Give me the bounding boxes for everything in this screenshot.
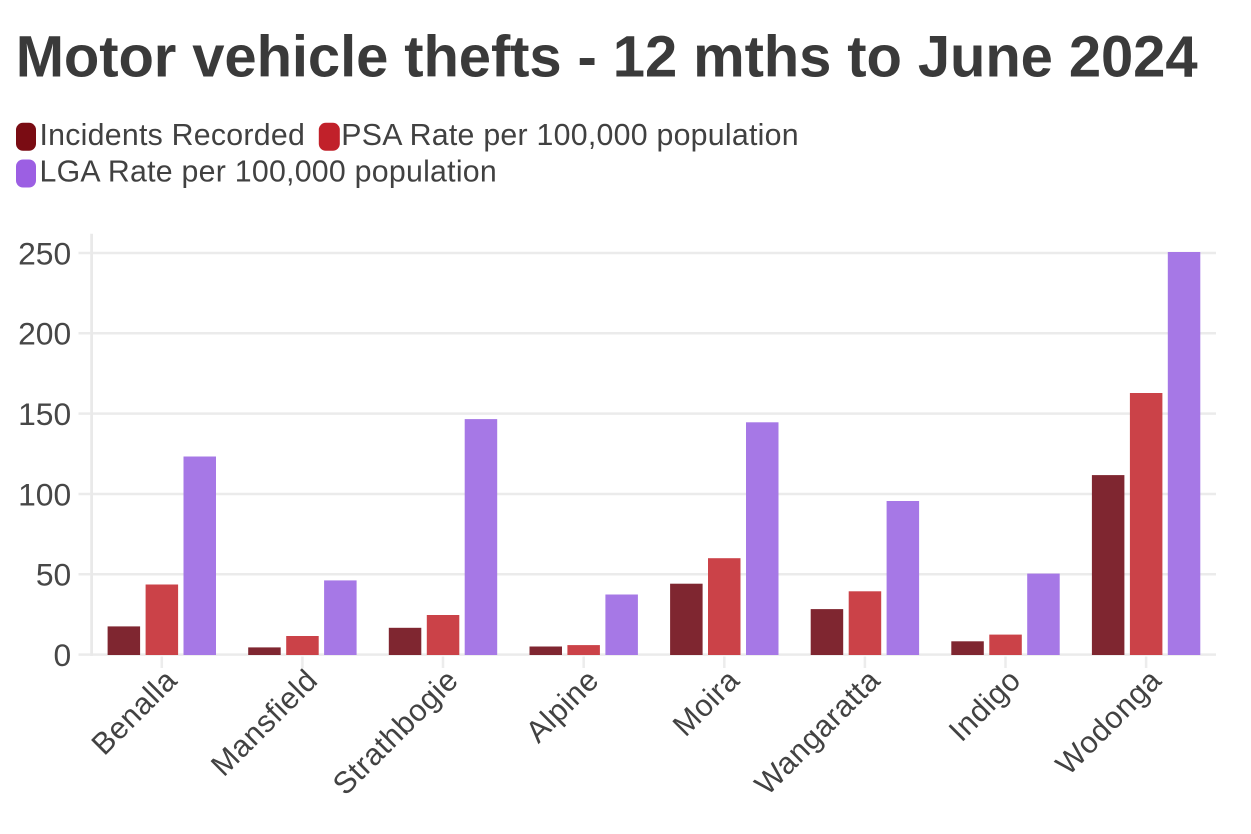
svg-text:Indigo: Indigo — [942, 663, 1027, 748]
svg-text:100: 100 — [18, 476, 71, 512]
svg-text:Wodonga: Wodonga — [1049, 663, 1168, 782]
svg-text:50: 50 — [36, 557, 71, 593]
svg-text:Wangaratta: Wangaratta — [748, 663, 887, 802]
svg-text:0: 0 — [54, 637, 72, 673]
svg-text:Mansfield: Mansfield — [205, 663, 325, 783]
svg-text:LGA Rate per 100,000 populatio: LGA Rate per 100,000 population — [40, 155, 498, 188]
svg-text:PSA Rate per 100,000 populatio: PSA Rate per 100,000 population — [341, 119, 799, 152]
svg-text:Alpine: Alpine — [519, 663, 605, 749]
svg-text:Motor vehicle thefts - 12 mths: Motor vehicle thefts - 12 mths to June 2… — [16, 25, 1198, 90]
svg-text:Moira: Moira — [666, 663, 746, 743]
svg-text:Benalla: Benalla — [85, 663, 184, 762]
svg-text:250: 250 — [18, 235, 71, 271]
svg-text:200: 200 — [18, 316, 71, 352]
svg-text:Strathbogie: Strathbogie — [326, 663, 465, 802]
svg-text:150: 150 — [18, 396, 71, 432]
svg-text:Incidents Recorded: Incidents Recorded — [40, 119, 306, 152]
